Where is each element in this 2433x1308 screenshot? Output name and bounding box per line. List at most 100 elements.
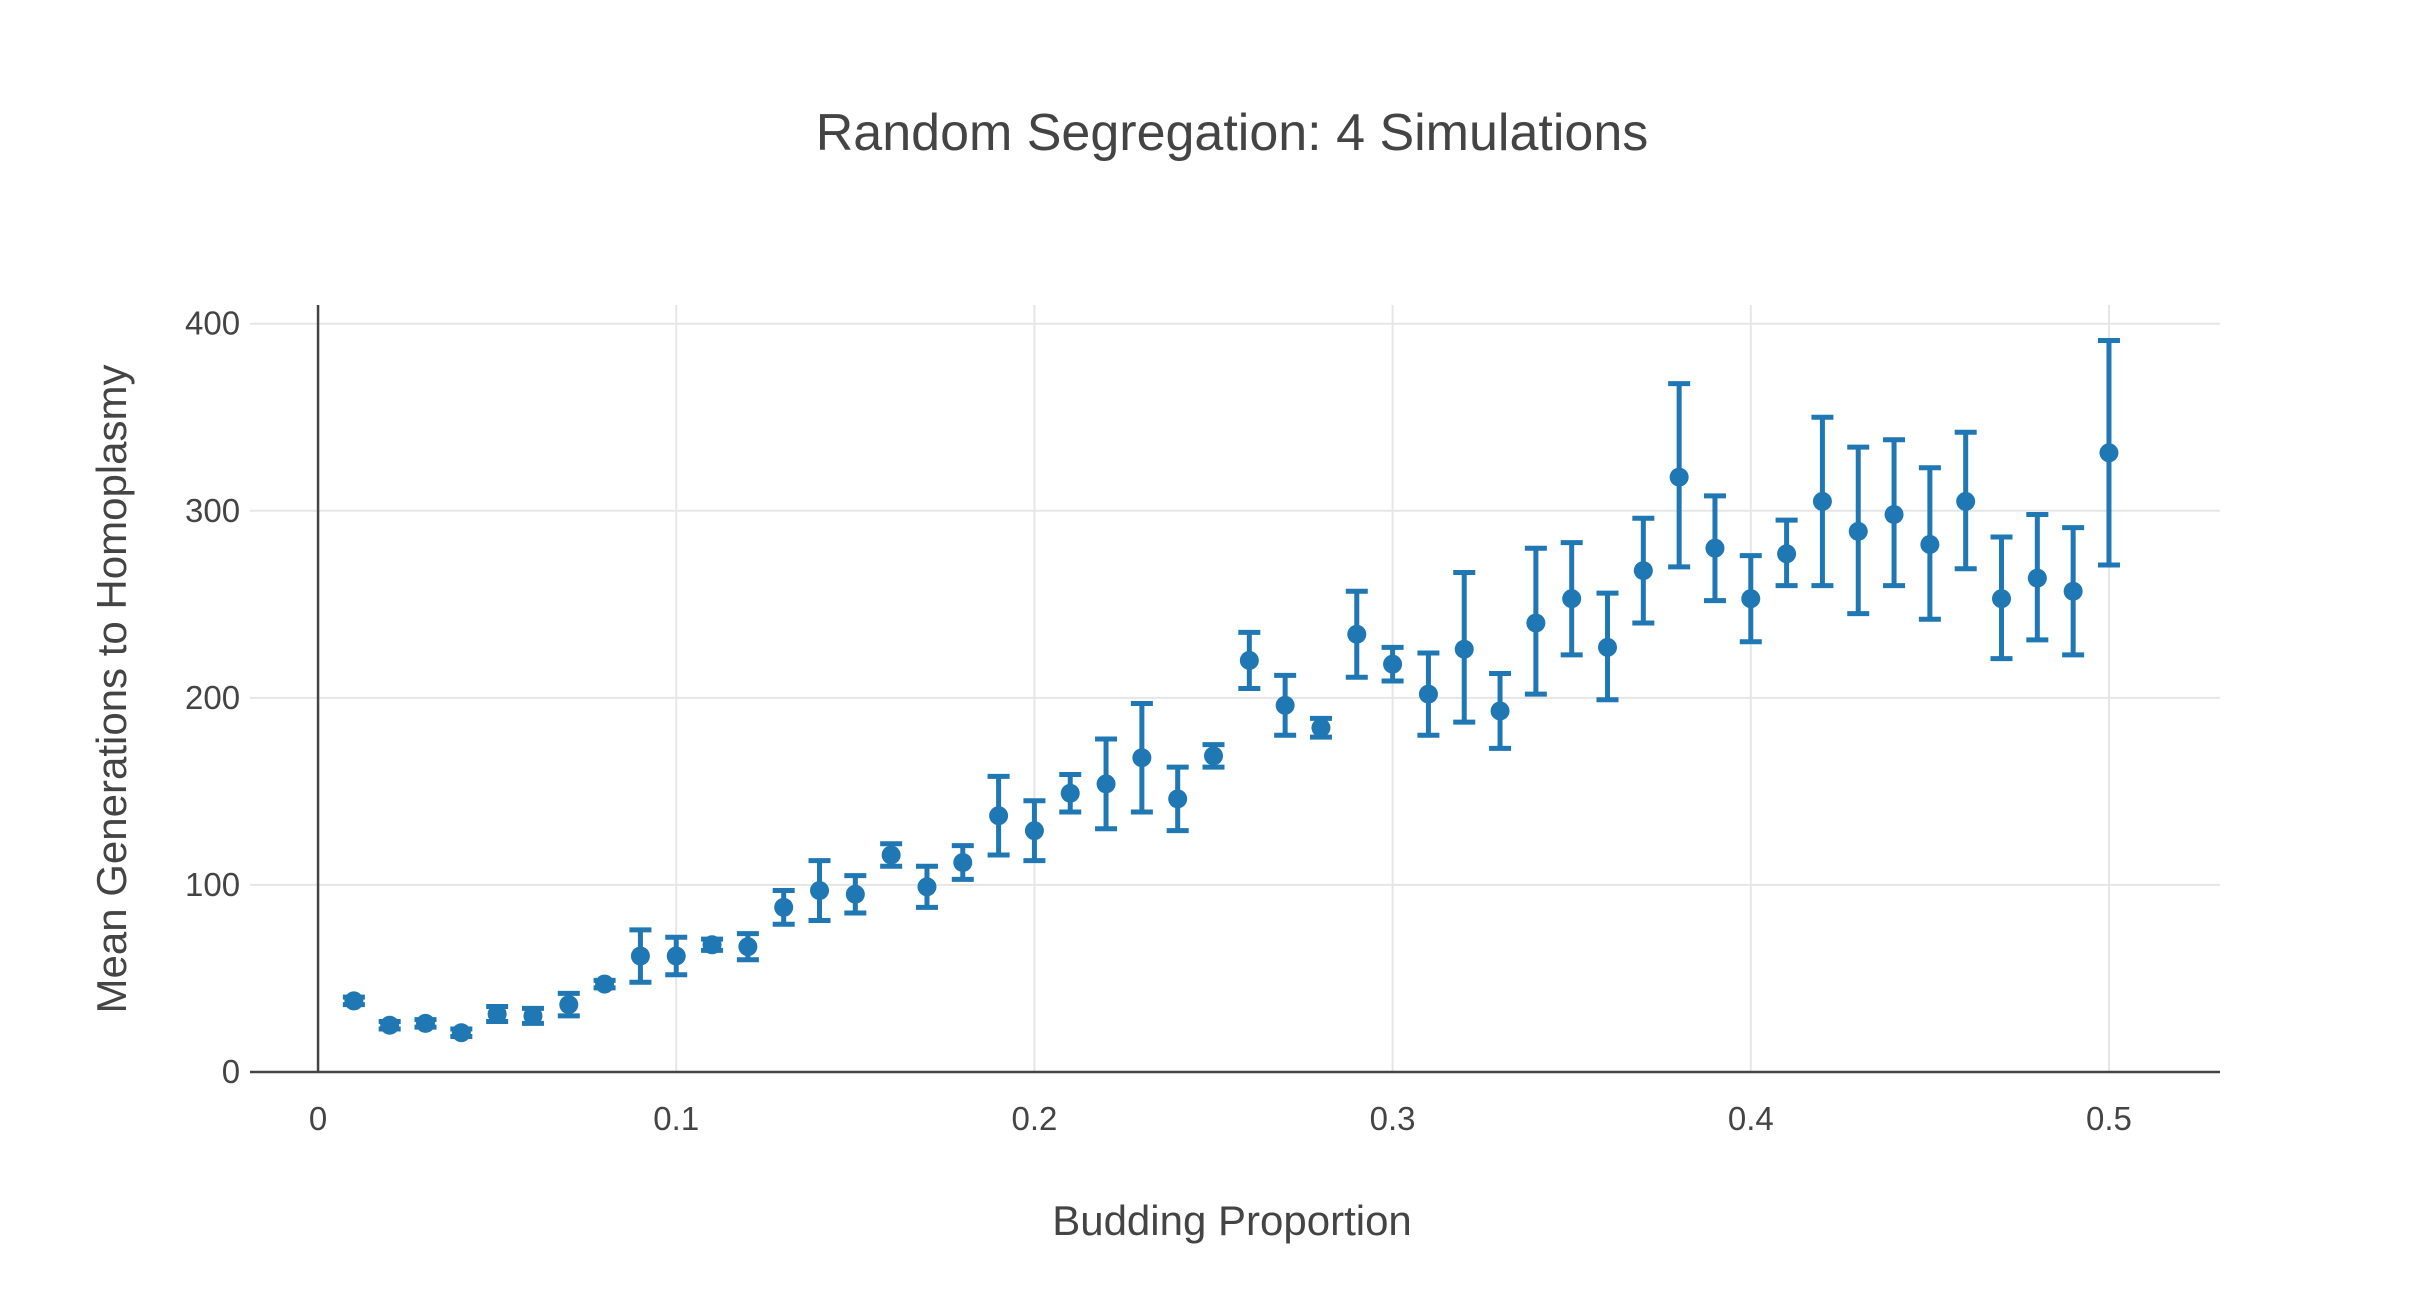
data-point-group	[1238, 629, 1261, 691]
data-point-group	[915, 863, 938, 910]
data-point-group	[772, 888, 795, 927]
data-point	[1060, 783, 1080, 803]
data-point-group	[1596, 590, 1619, 703]
data-point-group	[1703, 493, 1726, 604]
chart-title: Random Segregation: 4 Simulations	[816, 104, 1648, 162]
data-point-group	[1202, 742, 1225, 770]
x-axis-title: Budding Proportion	[1052, 1197, 1412, 1244]
data-point-group	[808, 858, 831, 923]
data-point-group	[1918, 465, 1941, 622]
data-point-group	[629, 927, 652, 985]
data-point-group	[1417, 650, 1440, 738]
data-point-group	[1524, 545, 1547, 697]
data-point	[1454, 639, 1474, 659]
grid-lines	[250, 305, 2220, 1072]
data-point	[1383, 654, 1403, 674]
data-point	[380, 1015, 400, 1035]
data-point-group	[593, 974, 616, 994]
data-point-group	[2026, 512, 2049, 643]
data-point	[1956, 491, 1976, 511]
y-tick-label: 400	[185, 305, 240, 342]
data-point-group	[665, 934, 688, 978]
data-point-group	[2097, 338, 2120, 568]
data-point	[1239, 650, 1259, 670]
data-point-group	[1489, 671, 1512, 751]
data-point	[2099, 443, 2119, 463]
data-point	[416, 1013, 436, 1033]
data-point	[595, 974, 615, 994]
x-tick-label: 0.1	[653, 1100, 699, 1137]
x-tick-label: 0.5	[2086, 1100, 2132, 1137]
data-point	[1705, 538, 1725, 558]
axes	[250, 305, 2220, 1074]
data-point	[1562, 589, 1582, 609]
data-point-group	[951, 843, 974, 882]
data-point	[1741, 589, 1761, 609]
data-point	[917, 877, 937, 897]
data-points	[342, 338, 2120, 1043]
data-point-group	[557, 990, 580, 1019]
data-point	[989, 806, 1009, 826]
data-point-group	[378, 1015, 401, 1035]
data-point-group	[844, 873, 867, 916]
data-point-group	[1345, 588, 1368, 680]
data-point	[1490, 701, 1510, 721]
data-point-group	[880, 841, 903, 869]
data-point-group	[450, 1023, 473, 1043]
x-tick-label: 0.3	[1370, 1100, 1416, 1137]
data-point	[2027, 568, 2047, 588]
data-point	[1633, 561, 1653, 581]
data-point	[1812, 491, 1832, 511]
data-point-group	[1381, 644, 1404, 684]
data-point	[1024, 821, 1044, 841]
data-point	[1920, 534, 1940, 554]
data-point-group	[1990, 534, 2013, 662]
data-point	[702, 935, 722, 955]
data-point-group	[1023, 798, 1046, 864]
data-point	[1168, 789, 1188, 809]
data-point	[1132, 748, 1152, 768]
data-point	[630, 946, 650, 966]
y-tick-label: 100	[185, 866, 240, 903]
data-point-group	[1668, 381, 1691, 570]
data-point-group	[521, 1005, 544, 1026]
data-point-group	[1811, 414, 1834, 589]
y-tick-label: 300	[185, 492, 240, 529]
data-point-group	[1775, 517, 1798, 589]
data-point	[487, 1004, 507, 1024]
data-point	[953, 852, 973, 872]
y-axis-title: Mean Generations to Homoplasmy	[88, 365, 135, 1014]
data-point	[738, 937, 758, 957]
x-tick-label: 0.4	[1728, 1100, 1774, 1137]
data-point	[1096, 774, 1116, 794]
data-point-group	[701, 935, 724, 955]
data-point-group	[1130, 700, 1153, 815]
data-point-group	[414, 1013, 437, 1033]
data-point-group	[1095, 736, 1118, 832]
data-point-group	[1847, 444, 1870, 617]
data-point	[1275, 695, 1295, 715]
data-point	[1311, 718, 1331, 738]
data-point	[1777, 544, 1797, 564]
x-tick-label: 0	[309, 1100, 327, 1137]
data-point-group	[1632, 515, 1655, 626]
data-point-group	[736, 931, 759, 963]
data-point	[1848, 521, 1868, 541]
data-point-group	[1453, 570, 1476, 725]
data-point	[1526, 613, 1546, 633]
data-point	[666, 946, 686, 966]
data-point	[344, 991, 364, 1011]
data-point	[1598, 637, 1618, 657]
data-point-group	[486, 1004, 509, 1024]
data-point	[1884, 505, 1904, 525]
data-point-group	[1309, 715, 1332, 740]
data-point	[881, 845, 901, 865]
y-tick-label: 0	[222, 1053, 240, 1090]
data-point-group	[1739, 553, 1762, 645]
y-tick-label: 200	[185, 679, 240, 716]
data-point	[1204, 746, 1224, 766]
data-point	[559, 995, 579, 1015]
data-point-group	[1166, 764, 1189, 834]
data-point-group	[342, 991, 365, 1011]
